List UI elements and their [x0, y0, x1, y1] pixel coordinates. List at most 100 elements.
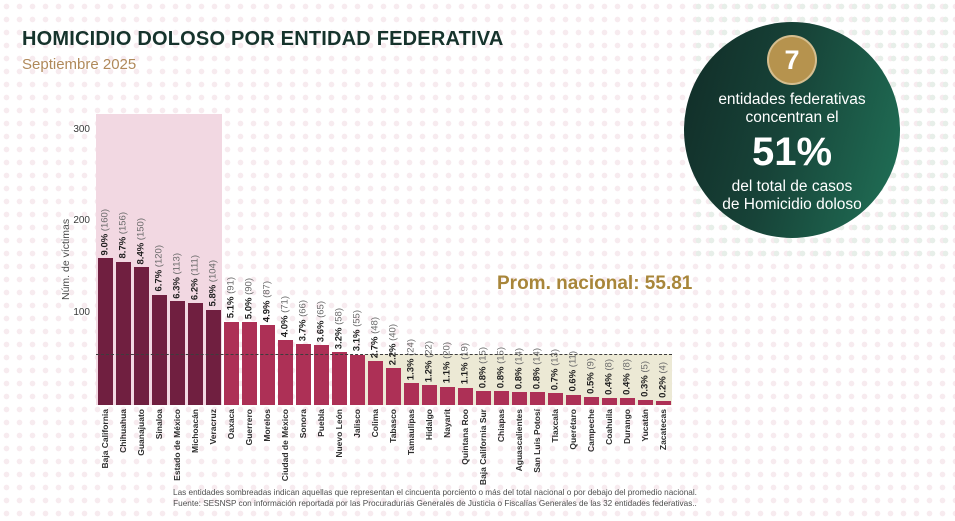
- state-label: Hidalgo: [424, 409, 434, 441]
- badge-line2: concentran el: [745, 109, 839, 126]
- badge-line3: del total de casos: [731, 178, 853, 195]
- state-label: Tlaxcala: [550, 409, 560, 443]
- bar-slot: 0.2% (4) Zacatecas: [654, 114, 672, 450]
- bar-slot: 0.8% (15) Chiapas: [492, 114, 510, 442]
- badge-line1: entidades federativas: [718, 91, 866, 108]
- bar-slot: 4.0% (71) Ciudad de México: [276, 114, 294, 481]
- bar-slot: 6.2% (111) Michoacán: [186, 114, 204, 453]
- footnote-line1: Las entidades sombreadas indican aquella…: [173, 488, 697, 497]
- bar-slot: 1.2% (22) Hidalgo: [420, 114, 438, 440]
- state-label: Zacatecas: [658, 409, 668, 451]
- bar-slot: 0.6% (11) Querétaro: [564, 114, 582, 450]
- bar: [295, 344, 311, 405]
- bar-value-label: 0.3% (5): [639, 361, 651, 398]
- bar: [547, 393, 563, 405]
- bar: [601, 397, 617, 405]
- bar-slot: 0.8% (14) San Luis Potosí: [528, 114, 546, 473]
- bar-value-label: 9.0% (160): [99, 208, 111, 256]
- bar: [223, 321, 239, 405]
- bar: [151, 294, 167, 405]
- state-label: Baja California: [100, 409, 110, 469]
- bar-slot: 9.0% (160) Baja California: [96, 114, 114, 469]
- bar-slot: 3.7% (66) Sonora: [294, 114, 312, 438]
- state-label: Colima: [370, 409, 380, 438]
- bar-slot: 2.7% (48) Colima: [366, 114, 384, 437]
- bar-slot: 0.8% (14) Aguascalientes: [510, 114, 528, 471]
- bar-value-label: 5.8% (104): [207, 260, 219, 307]
- bar-value-label: 2.2% (40): [387, 324, 399, 366]
- state-label: Sonora: [298, 409, 308, 439]
- bar: [313, 345, 329, 405]
- bar: [133, 267, 149, 405]
- bar-slot: 0.5% (9) Campeche: [582, 114, 600, 452]
- homicide-bar-chart: Núm. de víctimas 100 200 300 9.0% (160) Baj…: [56, 114, 693, 485]
- bar-value-label: 0.7% (13): [549, 348, 561, 391]
- state-label: Nuevo León: [334, 409, 344, 458]
- bar-slot: 1.1% (20) Nayarit: [438, 114, 456, 438]
- bar: [637, 400, 653, 405]
- state-label: Durango: [622, 409, 632, 444]
- bar-slot: 0.3% (5) Yucatán: [636, 114, 654, 442]
- y-axis-ticks: 100 200 300: [56, 114, 92, 405]
- bar: [97, 258, 113, 405]
- state-label: Yucatán: [640, 409, 650, 442]
- national-average-label: Prom. nacional: 55.81: [497, 273, 693, 294]
- state-label: Guerrero: [244, 409, 254, 446]
- state-label: Estado de México: [172, 409, 182, 481]
- state-label: Coahuila: [604, 409, 614, 445]
- bar: [115, 261, 131, 405]
- bar-value-label: 5.1% (91): [225, 277, 237, 319]
- bar-value-label: 0.6% (11): [567, 351, 579, 392]
- state-label: Chihuahua: [118, 409, 128, 453]
- bar: [439, 386, 455, 405]
- bar-value-label: 2.7% (48): [369, 316, 381, 358]
- bar-slot: 6.3% (113) Estado de México: [168, 114, 186, 481]
- bar: [511, 392, 527, 405]
- bar-value-label: 1.2% (22): [423, 340, 435, 382]
- bar: [529, 392, 545, 405]
- bar-slot: 0.8% (15) Baja California Sur: [474, 114, 492, 485]
- bar-slot: 1.1% (19) Quintana Roo: [456, 114, 474, 465]
- state-label: Chiapas: [496, 409, 506, 443]
- bar-value-label: 4.0% (71): [279, 295, 291, 337]
- footnote-line2: Fuente: SESNSP con información reportada…: [173, 499, 697, 508]
- page-title: HOMICIDIO DOLOSO POR ENTIDAD FEDERATIVA: [22, 28, 504, 50]
- bar-value-label: 5.0% (90): [243, 278, 255, 320]
- bar-slot: 1.3% (24) Tamaulipas: [402, 114, 420, 455]
- bar: [565, 394, 581, 405]
- bar: [421, 384, 437, 405]
- badge-count-circle: 7: [767, 35, 817, 85]
- state-label: Guanajuato: [136, 409, 146, 456]
- badge-line4: de Homicidio doloso: [722, 196, 862, 213]
- bar: [259, 325, 275, 405]
- bar-value-label: 6.3% (113): [171, 252, 183, 299]
- bar: [349, 354, 365, 405]
- national-average-line: [96, 353, 672, 355]
- bar-value-label: 3.6% (65): [315, 301, 327, 343]
- y-tick-label: 200: [73, 215, 90, 227]
- bar: [457, 387, 473, 405]
- bar-value-label: 4.9% (87): [261, 280, 273, 323]
- bar-value-label: 3.7% (66): [297, 300, 309, 342]
- state-label: Campeche: [586, 409, 596, 452]
- bar: [493, 391, 509, 405]
- bar-value-label: 8.4% (150): [135, 217, 147, 265]
- bar-slot: 4.9% (87) Morelos: [258, 114, 276, 442]
- bar: [169, 301, 185, 405]
- state-label: San Luis Potosí: [532, 409, 542, 473]
- summary-badge-circle: 7 entidades federativas concentran el 51…: [684, 22, 900, 238]
- bar-value-label: 1.3% (24): [405, 338, 417, 380]
- bar: [403, 383, 419, 405]
- bar: [385, 368, 401, 405]
- badge-percent: 51%: [751, 130, 833, 174]
- bar: [619, 397, 635, 405]
- bar-value-label: 6.2% (111): [189, 255, 201, 301]
- bar: [277, 339, 293, 405]
- state-label: Sinaloa: [154, 409, 164, 440]
- state-label: Michoacán: [190, 409, 200, 453]
- bar-slot: 5.0% (90) Guerrero: [240, 114, 258, 445]
- state-label: Veracruz: [208, 409, 218, 445]
- state-label: Nayarit: [442, 409, 452, 438]
- state-label: Tabasco: [388, 409, 398, 443]
